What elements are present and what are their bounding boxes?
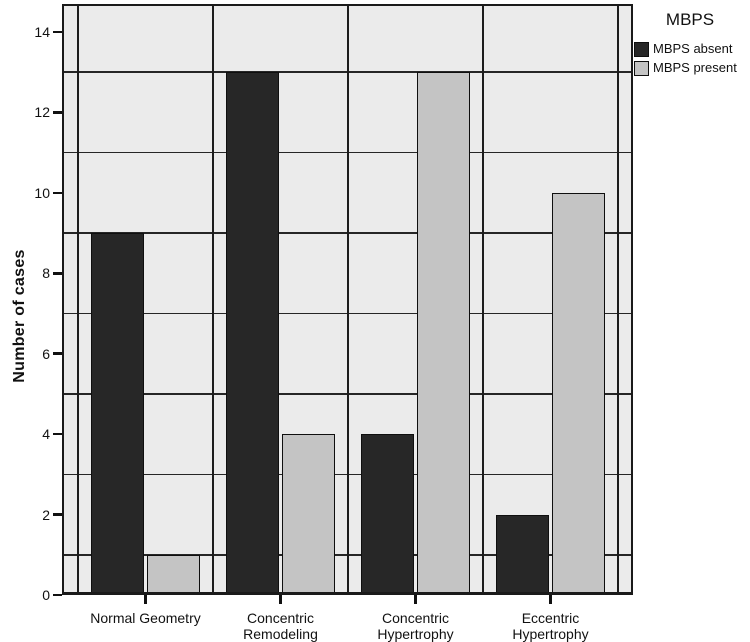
y-tick-label: 14 [34, 24, 50, 40]
y-tick-mark [53, 352, 62, 355]
x-tick-mark [549, 595, 552, 604]
y-tick-label: 4 [42, 426, 50, 443]
bar [91, 233, 144, 595]
bar [147, 554, 200, 595]
legend-entry: MBPS absent [634, 40, 750, 58]
plot-frame [62, 4, 633, 595]
y-tick-label: 10 [34, 184, 50, 201]
x-category-label: Normal Geometry [90, 610, 201, 626]
category-boundary-line [212, 4, 214, 595]
legend: MBPS MBPS absent MBPS present [634, 10, 750, 78]
category-boundary-line [347, 4, 349, 595]
y-tick-mark [53, 513, 62, 516]
y-tick-label: 2 [42, 506, 50, 523]
bar [552, 192, 605, 595]
legend-entry: MBPS present [634, 59, 750, 77]
y-tick-mark [53, 272, 62, 275]
category-boundary-line [77, 4, 79, 595]
y-tick-label: 6 [42, 345, 50, 362]
legend-entry-label: MBPS present [653, 60, 737, 75]
bar [226, 72, 279, 595]
legend-title: MBPS [665, 10, 715, 29]
category-boundary-line [482, 4, 484, 595]
bar [496, 514, 549, 595]
plot-area [62, 4, 633, 595]
x-tick-mark [279, 595, 282, 604]
y-tick-label: 8 [42, 265, 50, 282]
legend-entries: MBPS absent MBPS present [634, 40, 750, 77]
y-tick-label: 12 [34, 104, 50, 121]
y-tick-label: 0 [42, 587, 50, 603]
x-tick-mark [414, 595, 417, 604]
legend-swatch [634, 41, 649, 57]
bar [282, 434, 335, 595]
x-category-label: Concentric Remodeling [243, 610, 318, 642]
category-boundary-line [617, 4, 619, 595]
x-category-label: Eccentric Hypertrophy [512, 610, 589, 642]
y-tick-mark [53, 432, 62, 436]
y-tick-mark [53, 111, 62, 114]
bar [417, 72, 470, 595]
legend-entry-label: MBPS absent [653, 41, 733, 56]
y-tick-mark [53, 191, 62, 195]
y-tick-mark [53, 30, 62, 34]
bar [361, 434, 414, 595]
y-tick-mark [53, 593, 62, 597]
x-tick-mark [144, 595, 147, 604]
legend-swatch [634, 60, 649, 76]
x-category-label: Concentric Hypertrophy [377, 610, 454, 642]
